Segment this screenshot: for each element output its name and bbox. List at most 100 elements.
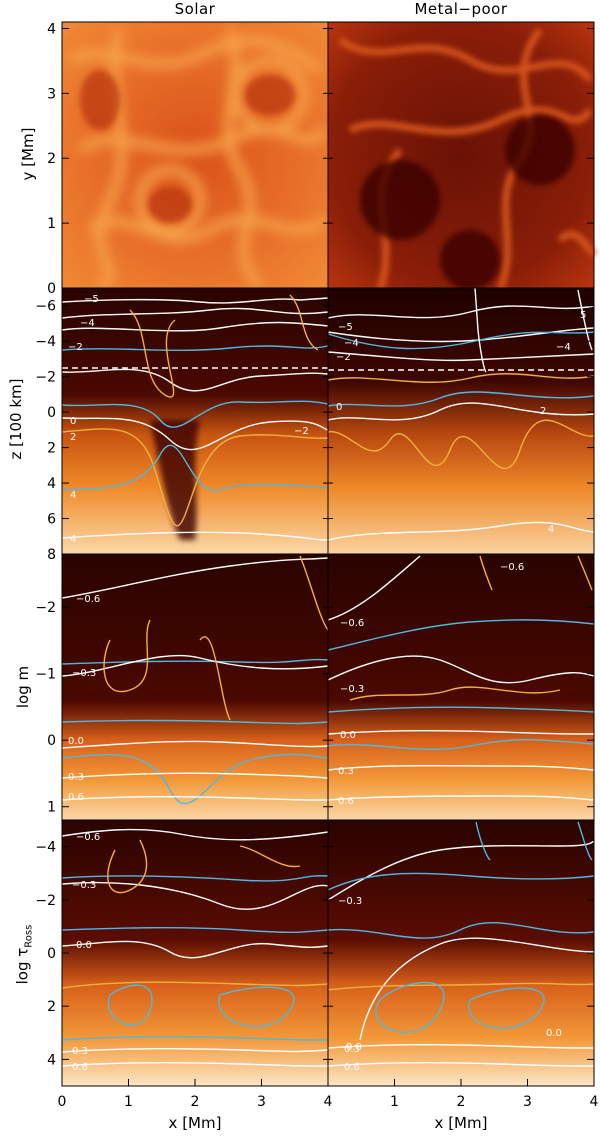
y-tick-label: 0: [47, 281, 56, 297]
column-title-metal-poor: Metal−poor: [414, 0, 508, 18]
contour-value-label: 0.3: [72, 1046, 88, 1057]
contour-line: [61, 719, 329, 725]
contour-value-label: 0.0: [76, 940, 92, 951]
contour-value-label: −0.3: [72, 668, 96, 679]
contour-line: [61, 881, 329, 910]
xlabel-solar: x [Mm]: [168, 1114, 222, 1132]
panel-metal-poor-mass: [327, 554, 595, 820]
contour-line: [327, 521, 595, 541]
y-tick-label: 1: [47, 216, 56, 232]
contour-line: [218, 986, 295, 1027]
y-tick-label: 1: [47, 800, 56, 816]
column-title-solar: Solar: [174, 0, 216, 18]
contour-line: [61, 828, 329, 841]
panel-metal-poor-intensity: [328, 22, 598, 292]
contour-value-label: −2: [68, 342, 83, 353]
ylabel-row-4-sub: Ross: [23, 924, 35, 948]
contour-line: [327, 391, 595, 407]
y-tick-label: −2: [35, 370, 56, 386]
contour-line: [375, 981, 445, 1034]
contour-line: [61, 795, 329, 801]
contour-line: [61, 444, 329, 492]
contour-line: [61, 1061, 329, 1067]
y-tick-label: 8: [47, 547, 56, 563]
contour-value-label: −0.6: [340, 618, 364, 629]
contour-value-label: −4: [556, 342, 571, 353]
contour-line: [61, 321, 329, 332]
contour-value-label: −0.3: [340, 684, 364, 695]
contour-line: [61, 772, 329, 779]
contour-value-label: 0.3: [344, 1044, 360, 1055]
contour-value-label: 0.6: [344, 1062, 360, 1073]
contour-line: [61, 658, 329, 665]
x-tick-label: 2: [457, 1094, 466, 1110]
contour-line: [327, 922, 595, 939]
contour-line: [61, 307, 329, 319]
contour-line: [61, 297, 329, 304]
x-tick-label: 3: [523, 1094, 532, 1110]
x-tick-label: 3: [257, 1094, 266, 1110]
contour-value-label: 4: [548, 524, 554, 535]
panel-metal-poor-depth: [327, 287, 595, 554]
panel-solar-tau: [61, 820, 329, 1086]
contour-line: [327, 1061, 595, 1067]
contour-line: [327, 872, 595, 891]
contour-value-label: 2: [540, 406, 546, 417]
contour-value-label: 0.3: [338, 766, 354, 777]
contour-value-label: 0: [70, 416, 76, 427]
contour-line: [107, 984, 153, 1026]
x-tick-label: 0: [58, 1094, 67, 1110]
panel-solar-depth: [61, 288, 329, 554]
contour-line: [61, 1047, 329, 1053]
contour-line: [61, 940, 329, 959]
y-tick-label: −2: [35, 893, 56, 909]
y-tick-label: 4: [47, 1052, 56, 1068]
contour-value-label: 5: [580, 310, 586, 321]
contour-line: [327, 373, 595, 383]
y-tick-label: −1: [35, 667, 56, 683]
contour-value-label: 0.0: [340, 730, 356, 741]
contour-value-label: −0.3: [72, 880, 96, 891]
contour-line: [61, 1035, 329, 1041]
y-tick-label: 2: [47, 151, 56, 167]
contour-line: [61, 740, 329, 749]
y-tick-label: 2: [47, 441, 56, 457]
panel-solar-intensity: [62, 22, 329, 292]
contour-value-label: 4: [70, 534, 76, 545]
contour-line: [61, 400, 329, 428]
y-tick-label: 4: [47, 476, 56, 492]
contour-line: [327, 555, 421, 621]
contour-line: [239, 845, 301, 868]
ylabel-row-1: y [Mm]: [19, 127, 37, 181]
contour-line: [299, 555, 329, 631]
contour-line: [61, 417, 329, 451]
contour-line: [327, 619, 595, 651]
contour-line: [61, 753, 329, 805]
contour-value-label: 4: [70, 490, 76, 501]
ylabel-row-4-main: log τ: [13, 947, 32, 985]
contour-line: [327, 729, 595, 735]
contour-line: [61, 531, 329, 541]
ylabel-row-3: log m: [14, 665, 32, 709]
contour-line: [61, 345, 329, 352]
contour-line: [327, 764, 595, 771]
contour-line: [327, 655, 595, 684]
contour-line: [327, 840, 595, 901]
y-tick-label: −2: [35, 600, 56, 616]
contour-line: [327, 1043, 595, 1049]
contour-value-label: 0.0: [68, 736, 84, 747]
contour-value-label: −0.3: [338, 896, 362, 907]
y-tick-label: 3: [47, 86, 56, 102]
contour-value-label: −4: [80, 318, 95, 329]
contour-line: [327, 739, 595, 751]
contour-value-label: −0.6: [500, 562, 524, 573]
y-tick-label: 0: [47, 733, 56, 749]
contour-line: [327, 351, 595, 362]
y-tick-label: 0: [47, 946, 56, 962]
contour-line: [327, 706, 595, 713]
contour-line: [103, 619, 151, 693]
contour-value-label: −2: [336, 352, 351, 363]
contour-line: [289, 294, 319, 351]
y-tick-label: 6: [47, 512, 56, 528]
